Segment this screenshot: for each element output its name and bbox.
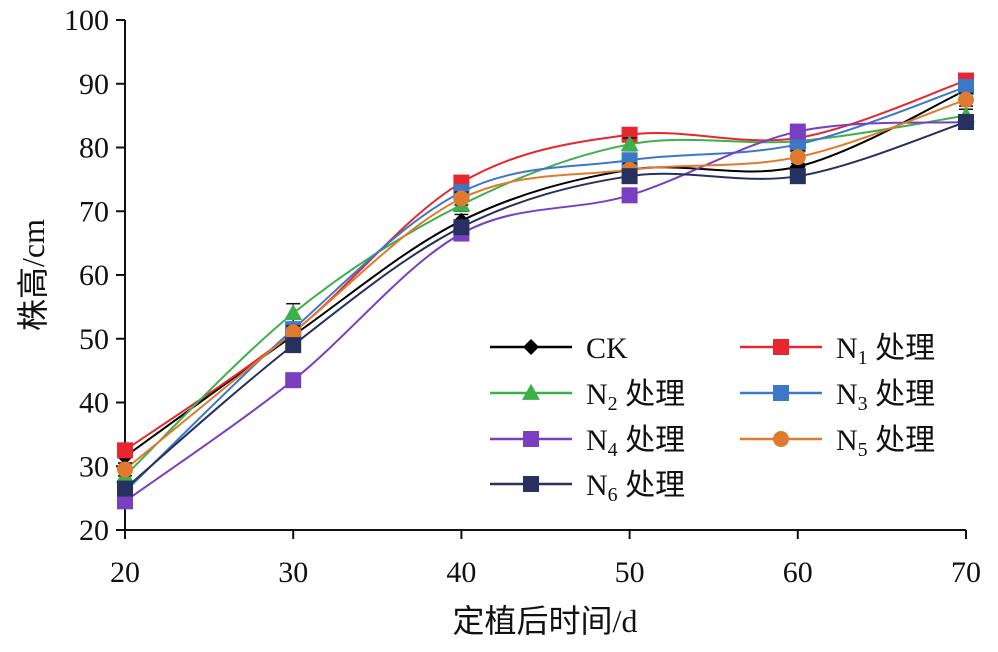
data-point [621, 126, 638, 143]
legend-label: N3 处理 [836, 378, 935, 415]
y-tick-label: 80 [79, 132, 109, 165]
data-point [621, 168, 638, 185]
y-tick-label: 20 [79, 514, 109, 547]
series-6 [117, 114, 974, 497]
legend-label-subscript: 5 [858, 439, 868, 461]
legend-label-main: N [586, 378, 608, 411]
data-point [789, 123, 806, 140]
legend-label-subscript: 1 [858, 347, 868, 369]
legend-label-main: N [586, 469, 608, 502]
legend-label-subscript: 6 [608, 484, 618, 506]
legend-label-suffix: 处理 [868, 378, 936, 411]
legend-label-suffix: 处理 [868, 424, 936, 457]
legend-label-suffix: 处理 [618, 378, 686, 411]
y-tick-label: 60 [79, 259, 109, 292]
y-tick-label: 70 [79, 195, 109, 228]
legend-label-main: N [586, 424, 608, 457]
x-axis-title: 定植后时间/d [453, 603, 638, 639]
data-point [285, 372, 302, 389]
legend-label-main: N [836, 424, 858, 457]
legend-item: N3 处理 [740, 378, 935, 415]
legend-marker [773, 339, 789, 355]
legend-marker [523, 431, 539, 447]
data-point [453, 190, 470, 207]
data-point [117, 461, 133, 478]
data-point [789, 136, 806, 153]
legend-label: N4 处理 [586, 424, 685, 461]
x-tick-label: 30 [278, 556, 308, 589]
legend-item: N1 处理 [740, 332, 935, 369]
legend-marker [523, 476, 539, 492]
data-point [117, 442, 133, 459]
data-point [620, 135, 639, 152]
data-point [285, 337, 302, 354]
legend-marker [523, 339, 539, 355]
y-tick-label: 50 [79, 323, 109, 356]
y-tick-label: 40 [79, 387, 109, 420]
x-axis-ticks: 20 30 40 50 60 70 [110, 530, 981, 589]
x-tick-label: 20 [110, 556, 140, 589]
legend-item: N6 处理 [490, 469, 685, 506]
legend-item: N4 处理 [490, 424, 685, 461]
data-point [958, 91, 974, 108]
data-point [958, 78, 974, 95]
legend-label: N5 处理 [836, 424, 935, 461]
data-point [958, 114, 974, 130]
series-line [124, 114, 967, 477]
legend-marker [522, 383, 540, 400]
x-tick-label: 70 [951, 556, 981, 589]
legend-label-main: N [836, 332, 858, 365]
series-line [124, 98, 967, 471]
legend-label-subscript: 3 [858, 393, 868, 415]
data-point [284, 304, 303, 321]
legend-label-suffix: 处理 [618, 469, 686, 502]
legend-item: N5 处理 [740, 424, 935, 461]
y-axis-title: 株高/cm [15, 219, 51, 331]
plot-area: 20 30 40 50 60 70 80 90 100 20 30 40 50 60 70 [64, 4, 981, 589]
legend-label-subscript: 4 [608, 439, 618, 461]
x-tick-label: 60 [783, 556, 813, 589]
data-point [117, 493, 133, 510]
legend-label: N2 处理 [586, 378, 685, 415]
legend-label-subscript: 2 [608, 393, 618, 415]
data-point [285, 324, 302, 341]
legend-label-suffix: 处理 [618, 424, 686, 457]
data-point [117, 480, 133, 497]
legend-item: CK [490, 332, 628, 365]
legend-label-main: N [836, 378, 858, 411]
data-point [789, 168, 806, 185]
legend-label-suffix: 处理 [868, 332, 936, 365]
data-point [789, 149, 806, 166]
y-tick-label: 30 [79, 450, 109, 483]
series-layer [116, 72, 975, 510]
legend-label: N1 处理 [836, 332, 935, 369]
legend-label-main: CK [586, 332, 628, 365]
data-point [621, 187, 638, 204]
series-line [124, 121, 967, 490]
y-axis-ticks: 20 30 40 50 60 70 80 90 100 [64, 4, 125, 547]
legend-item: N2 处理 [490, 378, 685, 415]
legend-label: CK [586, 332, 628, 365]
x-tick-label: 50 [615, 556, 645, 589]
y-tick-label: 90 [79, 68, 109, 101]
y-tick-label: 100 [64, 4, 109, 37]
x-tick-label: 40 [446, 556, 476, 589]
legend-marker [773, 431, 789, 447]
legend-label: N6 处理 [586, 469, 685, 506]
series-line [124, 121, 967, 503]
legend-marker [773, 385, 789, 401]
data-point [453, 219, 470, 236]
